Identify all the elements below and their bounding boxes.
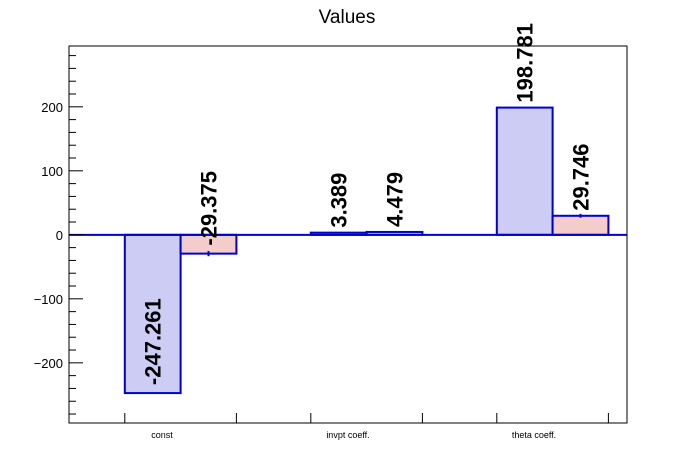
data-label-series2-1: 4.479: [383, 172, 408, 227]
data-labels-layer: -247.261 3.389 198.781 -29.375 4.479 29.746: [141, 23, 594, 385]
data-label-series1-1: 3.389: [327, 173, 352, 228]
bar-series1-0: [123, 233, 182, 395]
x-category-label: invpt coeff.: [326, 430, 369, 440]
data-label-series1-2: 198.781: [513, 23, 538, 103]
bar-series1-2: [495, 106, 554, 236]
bar-series2-2: [551, 214, 610, 236]
data-label-series2-2: 29.746: [569, 143, 594, 210]
x-category-label: theta coeff.: [512, 430, 556, 440]
y-tick-label: −200: [34, 356, 63, 371]
x-category-label: const: [151, 430, 173, 440]
y-tick-label: 100: [41, 164, 63, 179]
y-tick-label: 0: [56, 228, 63, 243]
y-tick-label: 200: [41, 100, 63, 115]
bars-layer: [123, 106, 610, 395]
data-label-series1-0: -247.261: [141, 298, 166, 385]
axes-layer: −200 −100 0 100 200 const invpt coeff. theta co…: [34, 45, 628, 440]
data-label-series2-0: -29.375: [197, 171, 222, 246]
chart-title: Values: [319, 7, 376, 28]
y-tick-label: −100: [34, 292, 63, 307]
